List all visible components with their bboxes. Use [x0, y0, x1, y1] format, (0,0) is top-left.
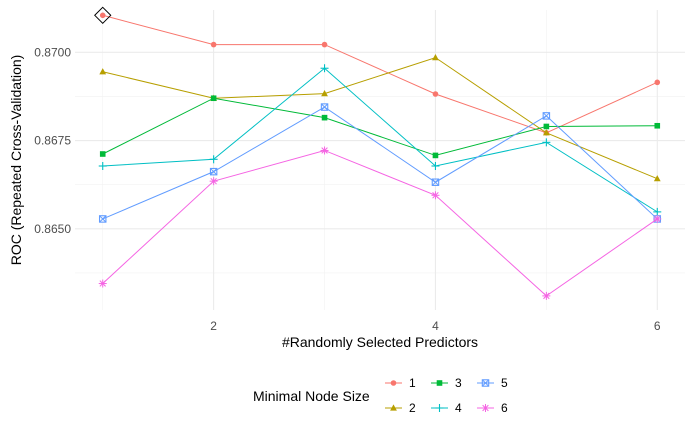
- series-line-6: [102, 149, 658, 297]
- data-point-series-3: [654, 122, 661, 129]
- data-point-series-6: [209, 177, 218, 186]
- legend-key-marker: [481, 404, 490, 412]
- data-point-series-5: [542, 112, 551, 120]
- data-point-series-6: [98, 279, 107, 288]
- x-axis-title: #Randomly Selected Predictors: [282, 334, 478, 350]
- data-point-series-3: [210, 95, 217, 102]
- legend-item-4: 4: [431, 401, 462, 415]
- legend-label: 5: [501, 376, 508, 390]
- y-tick-label: 0.8675: [34, 134, 71, 148]
- data-point-series-6: [320, 146, 329, 155]
- data-point-series-2: [99, 68, 107, 75]
- legend-key-marker: [436, 380, 443, 386]
- plot-grid: [75, 10, 685, 310]
- series-line-5: [102, 106, 658, 220]
- data-point-series-4: [431, 162, 440, 170]
- data-point-series-1: [432, 91, 439, 97]
- data-point-series-4: [653, 207, 662, 216]
- data-point-series-1: [210, 41, 217, 48]
- legend-item-6: 6: [477, 401, 508, 415]
- y-tick-label: 0.8650: [34, 222, 71, 236]
- plot-axes: 2 4 6 0.8650 0.8675 0.8700: [34, 45, 661, 333]
- series-line-1: [102, 14, 658, 134]
- data-point-series-3: [543, 123, 550, 130]
- legend-label: 6: [501, 401, 508, 415]
- series-line-2: [102, 57, 658, 180]
- x-tick-label: 4: [432, 319, 439, 333]
- legend-item-1: 1: [385, 376, 416, 390]
- data-point-series-1: [321, 41, 328, 48]
- best-value-diamond-marker: [94, 6, 112, 25]
- legend-key-marker: [481, 379, 490, 387]
- legend-item-5: 5: [477, 376, 508, 390]
- plot-series: [94, 6, 662, 300]
- legend-item-2: 2: [385, 401, 416, 415]
- data-point-series-5: [98, 215, 107, 223]
- data-point-series-6: [653, 214, 662, 223]
- legend-label: 4: [455, 401, 462, 415]
- y-axis-title: ROC (Repeated Cross-Validation): [8, 55, 24, 266]
- data-point-series-3: [432, 152, 439, 159]
- legend-item-3: 3: [431, 376, 462, 390]
- data-point-series-1: [99, 12, 106, 19]
- data-point-series-5: [320, 103, 329, 111]
- legend-key-marker: [390, 380, 397, 386]
- data-point-series-6: [542, 291, 551, 300]
- data-point-series-4: [98, 162, 107, 170]
- data-point-series-2: [653, 175, 661, 182]
- x-tick-label: 2: [210, 319, 217, 333]
- legend-key-marker: [435, 404, 444, 412]
- data-point-series-4: [209, 155, 218, 164]
- data-point-series-2: [321, 90, 328, 97]
- data-point-series-6: [431, 191, 440, 200]
- data-point-series-3: [321, 114, 328, 121]
- series-line-4: [102, 67, 658, 213]
- legend: Minimal Node Size 1 2 3 4 5 6: [253, 376, 508, 415]
- legend-label: 2: [409, 401, 416, 415]
- x-tick-label: 6: [654, 319, 661, 333]
- data-point-series-4: [542, 138, 551, 147]
- data-point-series-1: [654, 79, 661, 86]
- data-point-series-2: [432, 54, 439, 61]
- legend-label: 3: [455, 376, 462, 390]
- data-point-series-4: [320, 64, 329, 73]
- data-point-series-2: [542, 129, 550, 136]
- data-point-series-3: [99, 151, 106, 157]
- y-tick-label: 0.8700: [34, 45, 71, 59]
- legend-title: Minimal Node Size: [253, 388, 370, 404]
- data-point-series-5: [431, 178, 440, 186]
- legend-key-marker: [390, 404, 397, 411]
- series-line-3: [102, 97, 658, 156]
- data-point-series-5: [209, 167, 218, 176]
- legend-label: 1: [409, 376, 416, 390]
